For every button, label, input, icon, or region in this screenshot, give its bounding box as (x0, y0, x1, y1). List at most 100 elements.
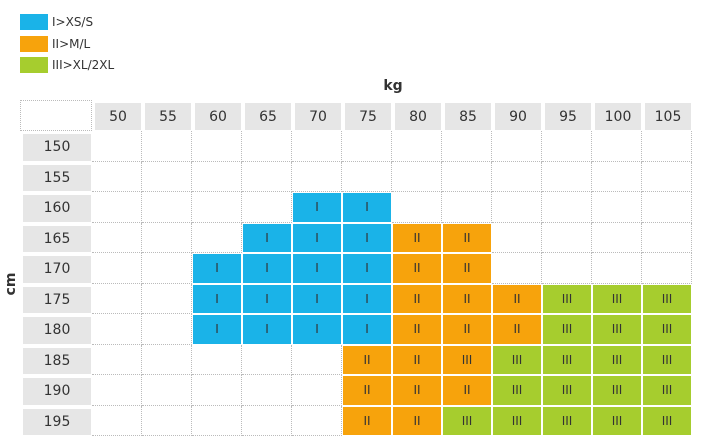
empty-cell (392, 192, 442, 223)
size-cell: I (342, 253, 392, 284)
empty-cell (642, 222, 692, 253)
empty-cell (192, 222, 242, 253)
size-cell: II (442, 253, 492, 284)
row-header: 185 (20, 344, 92, 375)
empty-cell (492, 161, 542, 192)
column-header: 80 (392, 100, 442, 131)
empty-cell (242, 192, 292, 223)
empty-cell (542, 161, 592, 192)
size-cell: I (292, 192, 342, 223)
column-header: 70 (292, 100, 342, 131)
empty-cell (92, 222, 142, 253)
size-cell: II (442, 222, 492, 253)
size-cell: III (592, 405, 642, 436)
size-cell: III (492, 344, 542, 375)
empty-cell (92, 375, 142, 406)
size-cell: III (592, 283, 642, 314)
empty-cell (142, 283, 192, 314)
empty-cell (642, 253, 692, 284)
corner-cell (20, 100, 92, 131)
size-cell: III (642, 283, 692, 314)
size-cell: I (192, 314, 242, 345)
column-header: 75 (342, 100, 392, 131)
size-cell: II (392, 253, 442, 284)
column-header: 55 (142, 100, 192, 131)
empty-cell (92, 131, 142, 162)
size-cell: III (592, 344, 642, 375)
empty-cell (392, 161, 442, 192)
size-cell: II (392, 283, 442, 314)
size-cell: I (292, 283, 342, 314)
size-cell: II (342, 344, 392, 375)
size-cell: I (242, 314, 292, 345)
size-cell: III (592, 375, 642, 406)
size-cell: II (392, 222, 442, 253)
column-header: 95 (542, 100, 592, 131)
size-cell: III (542, 283, 592, 314)
empty-cell (492, 253, 542, 284)
empty-cell (142, 375, 192, 406)
empty-cell (542, 192, 592, 223)
empty-cell (92, 283, 142, 314)
empty-cell (142, 405, 192, 436)
size-cell: III (642, 405, 692, 436)
empty-cell (592, 161, 642, 192)
row-header: 165 (20, 222, 92, 253)
size-cell: III (542, 375, 592, 406)
empty-cell (592, 192, 642, 223)
empty-cell (142, 344, 192, 375)
empty-cell (642, 192, 692, 223)
legend-swatch (20, 57, 48, 73)
empty-cell (342, 161, 392, 192)
size-cell: I (292, 253, 342, 284)
empty-cell (242, 375, 292, 406)
legend-swatch (20, 14, 48, 30)
size-cell: III (492, 405, 542, 436)
legend-label: I>XS/S (52, 15, 94, 29)
empty-cell (442, 161, 492, 192)
empty-cell (242, 161, 292, 192)
empty-cell (292, 375, 342, 406)
empty-cell (92, 253, 142, 284)
row-header: 160 (20, 192, 92, 223)
row-header: 150 (20, 131, 92, 162)
empty-cell (292, 161, 342, 192)
column-header: 105 (642, 100, 692, 131)
size-cell: II (392, 314, 442, 345)
empty-cell (242, 405, 292, 436)
size-cell: II (392, 344, 442, 375)
size-cell: II (342, 375, 392, 406)
empty-cell (342, 131, 392, 162)
empty-cell (242, 131, 292, 162)
legend-swatch (20, 35, 48, 52)
empty-cell (142, 314, 192, 345)
empty-cell (192, 161, 242, 192)
legend-label: II>M/L (52, 36, 91, 51)
empty-cell (592, 131, 642, 162)
size-cell: III (442, 405, 492, 436)
empty-cell (142, 161, 192, 192)
size-cell: I (292, 222, 342, 253)
size-cell: III (542, 314, 592, 345)
row-header: 195 (20, 405, 92, 436)
size-cell: III (492, 375, 542, 406)
empty-cell (142, 222, 192, 253)
size-cell: II (492, 283, 542, 314)
size-cell: I (192, 253, 242, 284)
column-header: 60 (192, 100, 242, 131)
column-header: 85 (442, 100, 492, 131)
empty-cell (292, 131, 342, 162)
empty-cell (242, 344, 292, 375)
size-cell: III (642, 314, 692, 345)
row-header: 155 (20, 161, 92, 192)
empty-cell (192, 375, 242, 406)
empty-cell (142, 253, 192, 284)
y-label: cm (3, 272, 19, 296)
size-cell: II (442, 283, 492, 314)
empty-cell (492, 131, 542, 162)
legend-label: III>XL/2XL (52, 58, 115, 72)
empty-cell (92, 405, 142, 436)
size-cell: I (242, 283, 292, 314)
column-header: 100 (592, 100, 642, 131)
